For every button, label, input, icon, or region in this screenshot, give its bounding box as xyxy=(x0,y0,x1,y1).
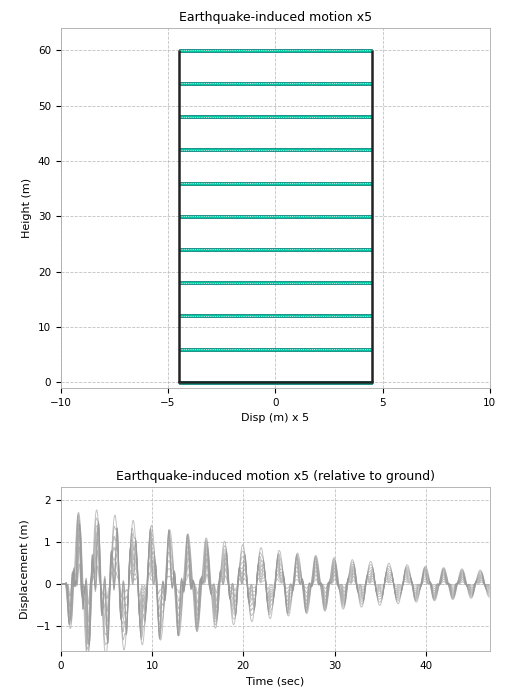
Y-axis label: Height (m): Height (m) xyxy=(22,178,32,238)
Bar xyxy=(179,381,372,384)
Bar xyxy=(179,348,372,351)
Bar xyxy=(179,48,372,52)
X-axis label: Disp (m) x 5: Disp (m) x 5 xyxy=(241,413,309,424)
Bar xyxy=(179,148,372,151)
Bar xyxy=(179,281,372,284)
Bar xyxy=(179,248,372,251)
Title: Earthquake-induced motion x5: Earthquake-induced motion x5 xyxy=(179,11,372,24)
Title: Earthquake-induced motion x5 (relative to ground): Earthquake-induced motion x5 (relative t… xyxy=(116,470,435,484)
Bar xyxy=(179,181,372,185)
X-axis label: Time (sec): Time (sec) xyxy=(246,676,305,686)
Bar xyxy=(179,115,372,118)
Y-axis label: Displacement (m): Displacement (m) xyxy=(20,519,30,619)
Bar xyxy=(179,215,372,218)
Bar xyxy=(179,82,372,85)
Bar xyxy=(179,314,372,318)
